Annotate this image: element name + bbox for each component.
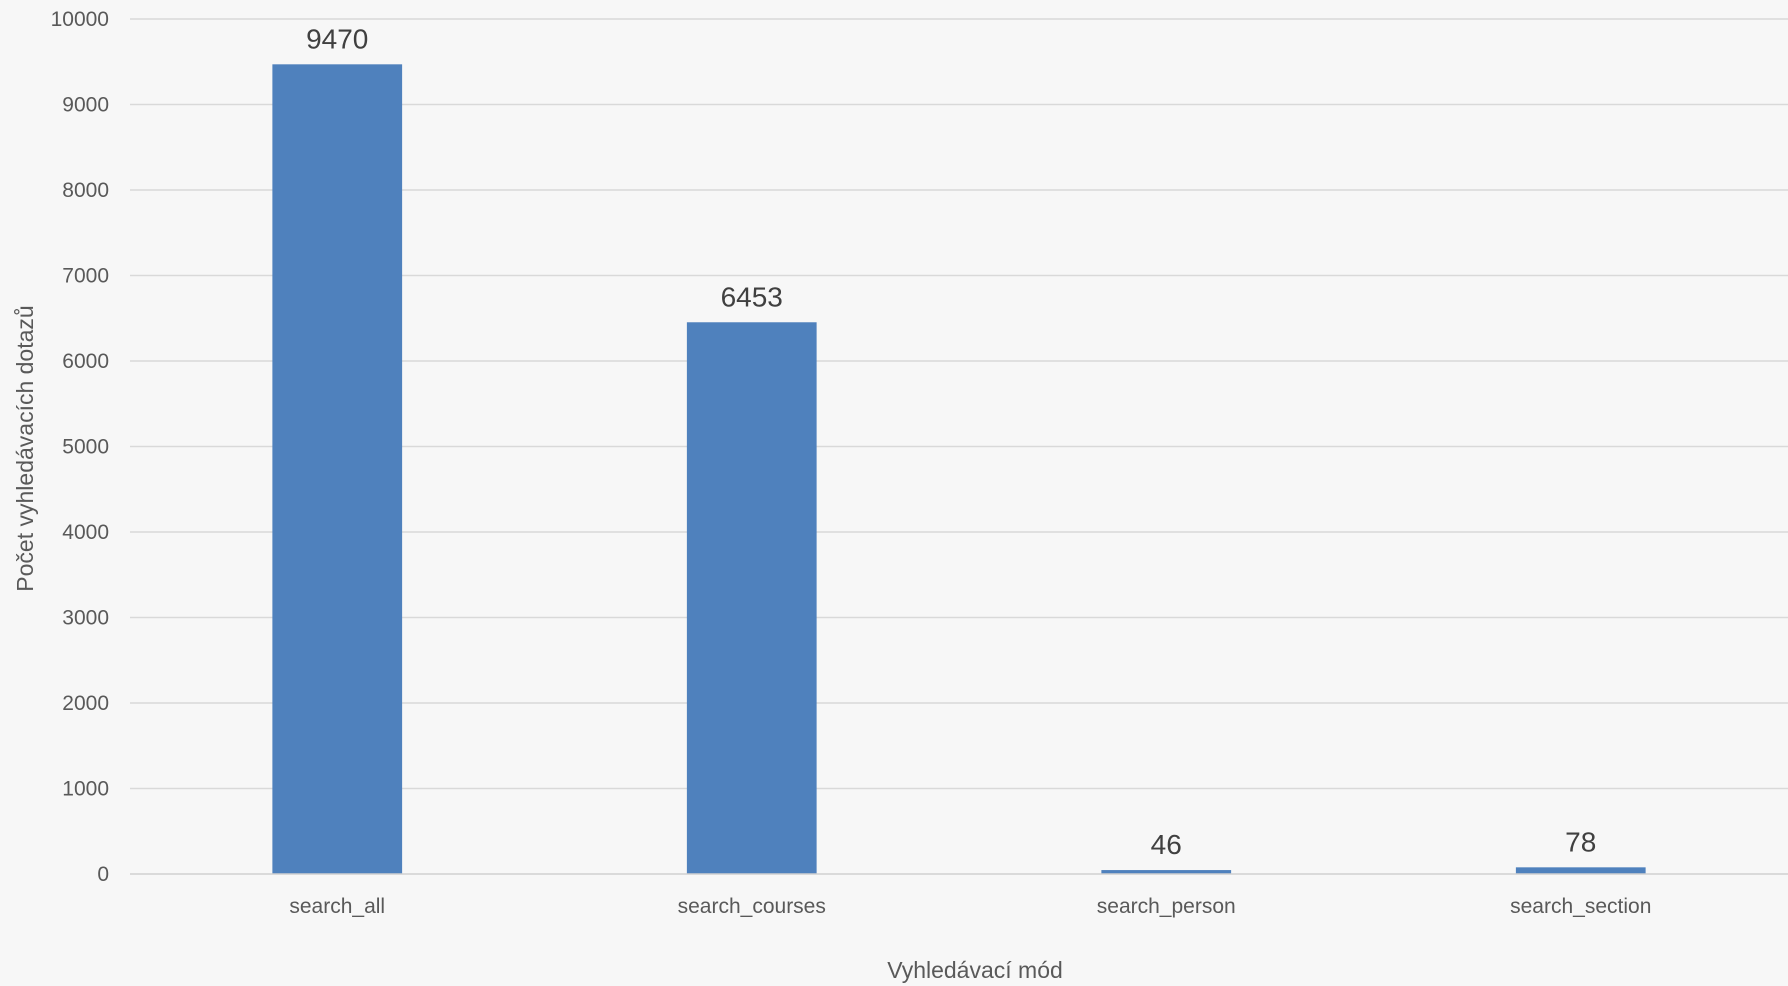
labels-layer: 0 1000 2000 3000 4000 5000 6000 7000 8000 9000 100… (12, 8, 1651, 983)
data-label-search-all: 9470 (306, 23, 368, 54)
y-axis-title: Počet vyhledávacích dotazů (12, 305, 38, 591)
y-tick-label: 4000 (62, 521, 109, 544)
bar-search-all (272, 64, 402, 874)
x-tick-label-search-section: search_section (1510, 895, 1651, 918)
y-tick-label: 10000 (51, 8, 109, 31)
y-tick-label: 1000 (62, 778, 109, 801)
bars-layer (272, 64, 1645, 874)
data-label-search-person: 46 (1151, 829, 1182, 860)
y-tick-label: 0 (97, 863, 109, 886)
y-tick-label: 9000 (62, 94, 109, 117)
y-tick-label: 7000 (62, 265, 109, 288)
bar-search-courses (687, 322, 817, 874)
x-tick-label-search-all: search_all (289, 895, 385, 918)
bar-search-section (1516, 867, 1646, 874)
y-tick-label: 8000 (62, 179, 109, 202)
y-tick-label: 2000 (62, 692, 109, 715)
data-label-search-courses: 6453 (721, 281, 783, 312)
y-tick-label: 3000 (62, 607, 109, 630)
x-tick-label-search-person: search_person (1097, 895, 1236, 918)
y-tick-label: 5000 (62, 436, 109, 459)
x-axis-title: Vyhledávací mód (887, 957, 1063, 983)
data-label-search-section: 78 (1565, 826, 1596, 857)
y-tick-label: 6000 (62, 350, 109, 373)
x-tick-label-search-courses: search_courses (678, 895, 826, 918)
